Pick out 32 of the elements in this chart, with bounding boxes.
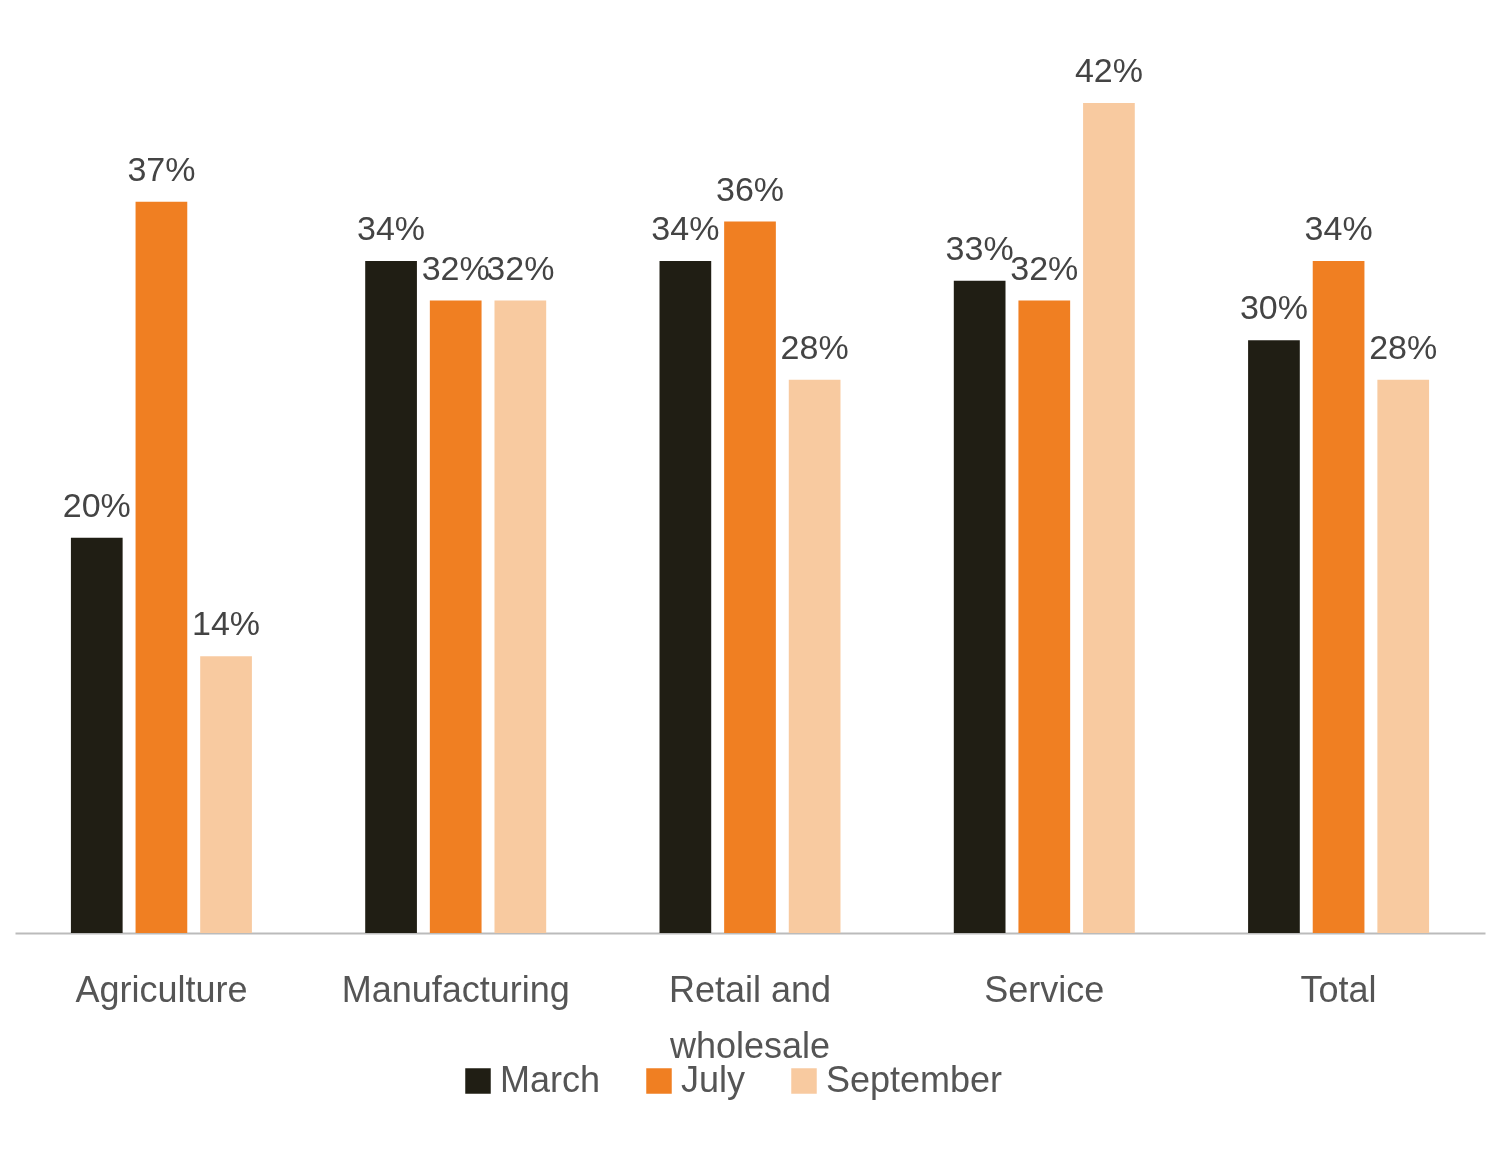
bar xyxy=(659,261,712,933)
data-label: 34% xyxy=(651,209,720,248)
data-label: 30% xyxy=(1239,288,1308,327)
bar xyxy=(788,379,841,933)
data-label: 37% xyxy=(127,149,196,188)
bar xyxy=(1018,300,1071,933)
x-tick-label: Manufacturing xyxy=(341,968,570,1010)
x-tick-label: Agriculture xyxy=(75,968,248,1010)
bar xyxy=(135,201,188,933)
bar xyxy=(1248,340,1300,933)
data-label: 34% xyxy=(357,209,426,248)
data-label: 32% xyxy=(421,248,490,287)
bar xyxy=(1312,261,1365,933)
data-label: 28% xyxy=(1369,327,1438,366)
data-label: 42% xyxy=(1074,51,1143,89)
x-tick-label: Service xyxy=(984,968,1105,1010)
bar xyxy=(953,280,1006,933)
data-label: 36% xyxy=(715,169,785,208)
data-label: 28% xyxy=(780,327,849,366)
data-label: 34% xyxy=(1304,209,1373,248)
legend-label: March xyxy=(500,1059,601,1100)
bar xyxy=(1377,379,1430,933)
x-tick-label: Total xyxy=(1300,968,1377,1010)
bar xyxy=(365,261,417,933)
bar xyxy=(494,300,547,933)
bar xyxy=(70,537,123,933)
bar xyxy=(429,300,482,933)
data-label: 14% xyxy=(192,604,261,643)
data-label: 20% xyxy=(62,485,131,524)
bar xyxy=(1083,103,1135,933)
bar xyxy=(200,656,252,933)
bar xyxy=(724,221,776,933)
